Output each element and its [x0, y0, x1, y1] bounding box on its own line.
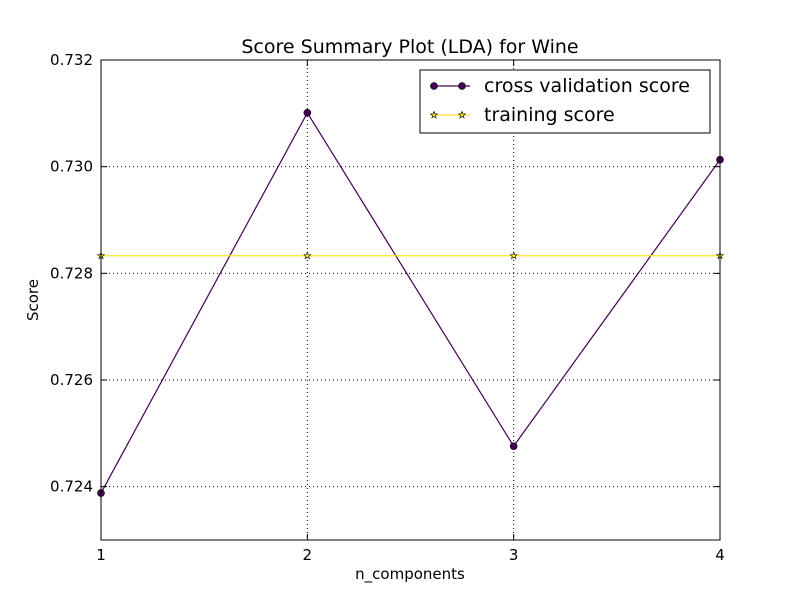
y-tick-label: 0.724	[50, 478, 93, 496]
legend-marker	[430, 82, 438, 90]
legend-entry: training score	[429, 104, 615, 126]
ticks: 1 2 3 4 0.724 0.726 0.728 0.730 0.732	[50, 51, 725, 564]
y-tick-label: 0.732	[50, 51, 93, 69]
y-tick-label: 0.728	[50, 264, 93, 282]
plot-frame	[100, 59, 721, 541]
data-point	[303, 251, 312, 260]
x-tick-label: 2	[303, 546, 313, 564]
x-tick-label: 3	[509, 546, 519, 564]
chart-title: Score Summary Plot (LDA) for Wine	[241, 36, 578, 58]
data-point	[303, 109, 312, 117]
legend: cross validation score training score	[419, 69, 711, 134]
y-tick-label: 0.730	[50, 158, 93, 176]
legend-entry: cross validation score	[430, 75, 690, 97]
legend-box	[419, 69, 711, 134]
legend-marker	[458, 82, 466, 90]
legend-marker	[429, 110, 439, 119]
y-tick-label: 0.726	[50, 371, 93, 389]
series-line	[100, 111, 721, 494]
x-tick-label: 4	[715, 546, 725, 564]
x-axis-label: n_components	[355, 565, 465, 584]
legend-label: cross validation score	[484, 75, 690, 97]
data-point	[509, 442, 518, 450]
y-axis-label: Score	[24, 279, 42, 321]
grid-lines	[101, 60, 720, 540]
x-tick-label: 1	[96, 546, 106, 564]
data-point	[509, 251, 518, 260]
legend-marker	[457, 110, 467, 119]
series-cross-validation	[97, 109, 724, 497]
series-layer	[96, 109, 725, 497]
legend-label: training score	[484, 104, 615, 126]
